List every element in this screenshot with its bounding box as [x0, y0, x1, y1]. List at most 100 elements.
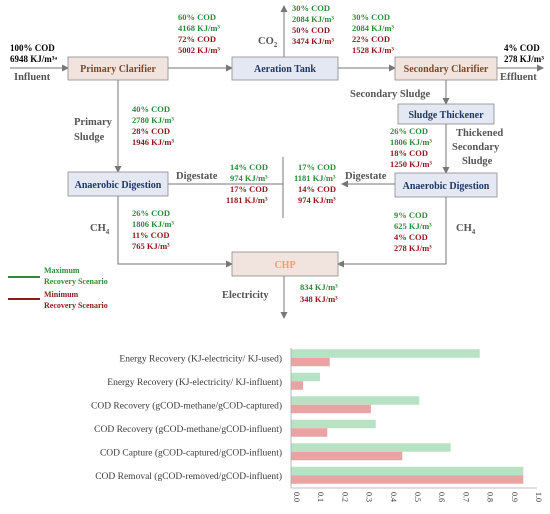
primary-sludge-label-1: Primary [74, 117, 113, 128]
svg-text:11% COD: 11% COD [132, 230, 170, 240]
svg-text:50% COD: 50% COD [292, 25, 330, 35]
category-label: COD Recovery (gCOD-methane/gCOD-captured… [91, 400, 282, 411]
x-tick-label: 0.1 [316, 492, 325, 502]
bar-min-scenario [291, 451, 403, 461]
bars [291, 349, 524, 484]
svg-text:14% COD: 14% COD [298, 184, 336, 194]
category-label: COD Capture (gCOD-captured/gCOD-influent… [100, 447, 282, 458]
aeration-tank-box: Aeration Tank [231, 56, 339, 81]
anaerobic-digestion-right-label: Anaerobic Digestion [403, 181, 490, 192]
svg-text:26% COD: 26% COD [132, 208, 170, 218]
bar-max-scenario [291, 372, 321, 382]
ch4-left-label: CH4 [90, 223, 110, 236]
ch4-right-label: CH4 [456, 223, 476, 236]
svg-text:2780 KJ/m³: 2780 KJ/m³ [132, 115, 174, 125]
thickened-label-1: Thickened [456, 128, 503, 139]
bar-max-scenario [291, 349, 480, 358]
thickened-sludge-values: 26% COD 1806 KJ/m³ 18% COD 1250 KJ/m³ [390, 126, 432, 169]
svg-text:72% COD: 72% COD [178, 34, 216, 44]
svg-text:348 KJ/m³: 348 KJ/m³ [300, 294, 338, 304]
at-sc-values: 30% COD 2084 KJ/m³ 22% COD 1528 KJ/m³ [352, 12, 394, 55]
svg-text:5002 KJ/m³: 5002 KJ/m³ [178, 45, 220, 55]
arrow-ch4-left [117, 196, 233, 268]
x-tick-label: 0.2 [340, 492, 349, 502]
x-tick-label: 0.4 [389, 492, 398, 502]
digestate-right-values: 17% COD 1181 KJ/m³ 14% COD 974 KJ/m³ [294, 162, 336, 205]
bar-max-scenario [291, 466, 524, 476]
bar-max-scenario [291, 396, 420, 405]
category-label: Energy Recovery (KJ-electricity/ KJ-infl… [107, 377, 282, 388]
svg-text:1806 KJ/m³: 1806 KJ/m³ [390, 137, 432, 147]
category-labels: Energy Recovery (KJ-electricity/ KJ-used… [91, 353, 282, 482]
svg-text:4168 KJ/m³: 4168 KJ/m³ [178, 23, 220, 33]
influent-values: 100% COD 6948 KJ/m³ᵃ [10, 43, 57, 64]
primary-clarifier-box: Primary Clarifier [67, 56, 169, 81]
x-tick-label: 1.0 [534, 492, 543, 502]
svg-text:1528 KJ/m³: 1528 KJ/m³ [352, 45, 394, 55]
arrow-ch4-right [337, 196, 447, 268]
svg-text:974 KJ/m³: 974 KJ/m³ [298, 195, 336, 205]
legend-min-label-2: Recovery Scenario [44, 301, 108, 310]
x-tick-label: 0.7 [461, 492, 470, 502]
bar-min-scenario [291, 357, 330, 367]
category-label: COD Removal (gCOD-removed/gCOD-influent) [95, 471, 282, 482]
svg-text:974 KJ/m³: 974 KJ/m³ [230, 173, 268, 183]
anaerobic-digestion-right-box: Anaerobic Digestion [394, 172, 498, 198]
svg-text:834 KJ/m³: 834 KJ/m³ [300, 282, 338, 292]
svg-text:278 KJ/m³: 278 KJ/m³ [504, 54, 544, 64]
chp-label: CHP [274, 260, 295, 271]
legend-min-label-1: Minimum [44, 290, 79, 299]
svg-text:28% COD: 28% COD [132, 126, 170, 136]
digestate-left-label: Digestate [176, 171, 218, 182]
svg-text:278 KJ/m³: 278 KJ/m³ [394, 243, 432, 253]
svg-text:60% COD: 60% COD [178, 12, 216, 22]
anaerobic-digestion-left-box: Anaerobic Digestion [67, 171, 169, 197]
svg-text:1946 KJ/m³: 1946 KJ/m³ [132, 137, 174, 147]
bar-min-scenario [291, 428, 328, 437]
x-tick-label: 0.9 [510, 492, 519, 502]
secondary-sludge-label: Secondary Sludge [350, 89, 431, 100]
electricity-label: Electricity [222, 290, 269, 301]
category-label: COD Recovery (gCOD-methane/gCOD-influent… [94, 424, 282, 435]
flow-arrows [10, 5, 544, 319]
sludge-thickener-label: Sludge Thickener [408, 110, 484, 121]
effluent-label: Effluent [500, 72, 537, 83]
co2-label: CO2 [258, 36, 278, 49]
aeration-tank-label: Aeration Tank [254, 64, 316, 75]
effluent-values: 4% COD 278 KJ/m³ [504, 43, 544, 64]
svg-text:18% COD: 18% COD [390, 148, 428, 158]
svg-text:40% COD: 40% COD [132, 104, 170, 114]
svg-text:2084 KJ/m³: 2084 KJ/m³ [352, 23, 394, 33]
svg-text:3474 KJ/m³: 3474 KJ/m³ [292, 36, 334, 46]
svg-text:765 KJ/m³: 765 KJ/m³ [132, 241, 170, 251]
thickened-label-2: Secondary [452, 142, 500, 153]
svg-text:625 KJ/m³: 625 KJ/m³ [394, 221, 432, 231]
legend: Maximum Recovery Scenario Minimum Recove… [8, 266, 108, 310]
svg-text:1250 KJ/m³: 1250 KJ/m³ [390, 159, 432, 169]
ch4-right-values: 9% COD 625 KJ/m³ 4% COD 278 KJ/m³ [394, 210, 432, 253]
svg-text:30% COD: 30% COD [352, 12, 390, 22]
x-tick-label: 0.6 [437, 492, 446, 502]
bar-min-scenario [291, 381, 304, 390]
digestate-right-label: Digestate [345, 171, 387, 182]
svg-text:1806 KJ/m³: 1806 KJ/m³ [132, 219, 174, 229]
primary-clarifier-label: Primary Clarifier [80, 64, 156, 75]
svg-text:17% COD: 17% COD [230, 184, 268, 194]
bar-min-scenario [291, 404, 371, 414]
svg-text:1181 KJ/m³: 1181 KJ/m³ [226, 195, 268, 205]
primary-sludge-values: 40% COD 2780 KJ/m³ 28% COD 1946 KJ/m³ [132, 104, 174, 147]
secondary-clarifier-box: Secondary Clarifier [394, 56, 498, 81]
anaerobic-digestion-left-label: Anaerobic Digestion [75, 180, 162, 191]
svg-text:4% COD: 4% COD [504, 43, 540, 53]
electricity-values: 834 KJ/m³ 348 KJ/m³ [300, 282, 338, 304]
x-tick-label: 0.5 [413, 492, 422, 502]
x-tick-label: 0.0 [292, 492, 301, 502]
svg-text:14% COD: 14% COD [230, 162, 268, 172]
bar-chart: Energy Recovery (KJ-electricity/ KJ-used… [91, 348, 543, 502]
svg-text:2084 KJ/m³: 2084 KJ/m³ [292, 14, 334, 24]
svg-text:1181 KJ/m³: 1181 KJ/m³ [294, 173, 336, 183]
category-label: Energy Recovery (KJ-electricity/ KJ-used… [119, 353, 282, 364]
pc-at-values: 60% COD 4168 KJ/m³ 72% COD 5002 KJ/m³ [178, 12, 220, 55]
chp-box: CHP [231, 251, 339, 277]
